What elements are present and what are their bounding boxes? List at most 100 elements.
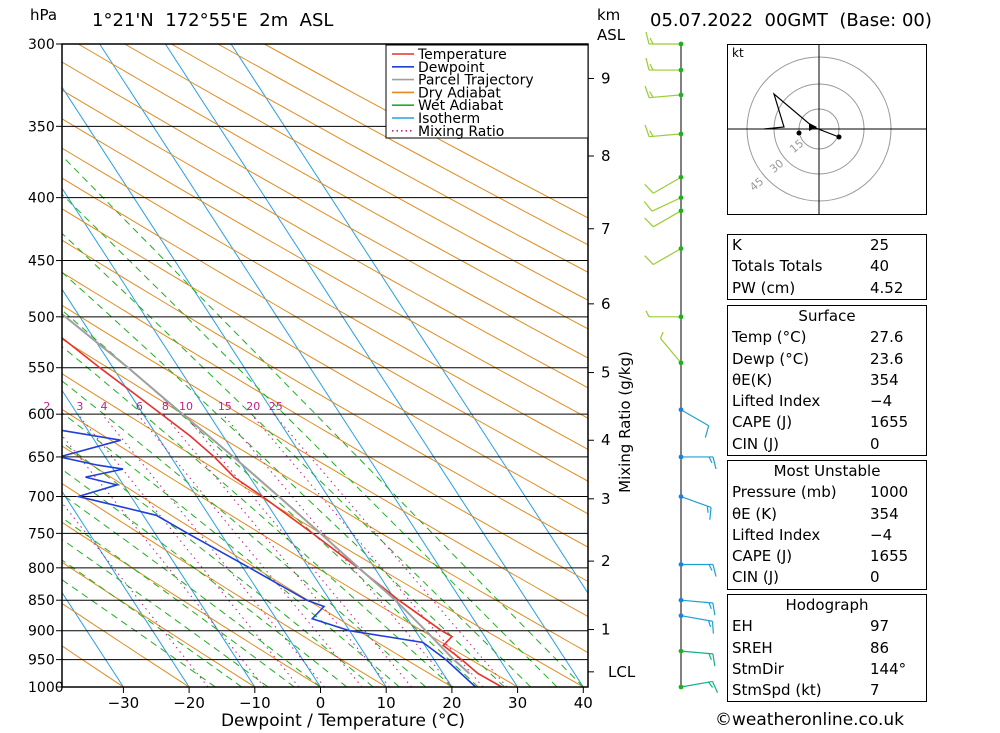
y-tick-label: 400 (28, 191, 55, 207)
dry-adiabat-line (62, 561, 256, 687)
wind-barb-feather (645, 310, 650, 318)
wind-barb-feather (708, 564, 713, 571)
index-value: 25 (870, 236, 890, 254)
wind-barb-dot (678, 494, 684, 499)
wind-barb-feather (644, 85, 650, 98)
km-tick-label: 6 (601, 295, 611, 313)
wind-barb (678, 407, 710, 438)
most-unstable-row: θE (K) 354 (728, 504, 926, 525)
most-unstable-label: Lifted Index (732, 525, 821, 544)
wind-barb-shaft (652, 248, 682, 266)
wind-barb-dot (678, 314, 684, 320)
surface-row: θE(K) 354 (728, 370, 926, 391)
surface-label: θE(K) (732, 370, 773, 389)
wind-barb-feather (644, 217, 654, 228)
most-unstable-label: Pressure (mb) (732, 483, 837, 502)
wind-barb-feather (649, 37, 654, 45)
surface-label: Temp (°C) (732, 328, 807, 347)
wind-barb (644, 85, 684, 99)
km-tick-label: 1 (601, 621, 611, 639)
hodograph-ring-label: 15 (787, 137, 806, 156)
surface-label: CAPE (J) (732, 413, 793, 432)
hodograph-panel: 15 30 45 kt (727, 44, 927, 215)
datetime-title: 05.07.2022 00GMT (Base: 00) (650, 10, 932, 31)
most-unstable-value: −4 (870, 525, 893, 544)
wind-barb-feather (712, 602, 716, 616)
hodograph-table-row: EH 97 (728, 616, 926, 637)
x-tick-label: 40 (574, 694, 593, 712)
km-tick-label: 5 (601, 364, 611, 382)
wind-barb-feather (708, 653, 712, 661)
most-unstable-label: CIN (J) (732, 568, 780, 587)
wind-barb-shaft (651, 197, 682, 212)
surface-value: −4 (870, 392, 893, 411)
surface-label: Dewp (°C) (732, 349, 810, 368)
mixing-ratio-line (250, 413, 484, 687)
wet-adiabat-line (62, 345, 453, 687)
wind-barb-shaft (659, 337, 682, 364)
wind-barb (645, 310, 684, 320)
mixing-ratio-line (222, 413, 454, 687)
wind-barb-dot (678, 407, 684, 413)
hodograph-table-value: 97 (870, 617, 890, 636)
hodograph-table-value: 144° (870, 659, 907, 678)
wind-barb-feather (649, 63, 654, 71)
x-tick-label: −20 (173, 694, 205, 712)
most-unstable-value: 0 (870, 568, 880, 587)
y2-axis-label: Mixing Ratio (g/kg) (616, 351, 634, 493)
storm-motion-arrow (809, 123, 817, 131)
hodograph-table-label: SREH (732, 638, 773, 657)
indices-table: K 25 Totals Totals 40 PW (cm) 4.52 (727, 234, 927, 300)
wind-barb (659, 331, 684, 366)
wind-barb-dot (678, 613, 684, 619)
wet-adiabat-line (62, 193, 558, 687)
x-tick-label: 20 (442, 694, 461, 712)
wind-barb-feather (645, 31, 650, 45)
index-row: Totals Totals 40 (728, 256, 926, 277)
y-tick-label: 600 (28, 407, 55, 423)
wind-barb-feather (708, 681, 714, 688)
wind-barb-feather (645, 57, 650, 71)
x-axis-label: Dewpoint / Temperature (°C) (221, 711, 465, 731)
km-tick-label: 3 (601, 490, 611, 508)
x-tick-label: 30 (508, 694, 527, 712)
legend-label: Parcel Trajectory (418, 73, 534, 89)
wind-barb-feather (708, 456, 713, 464)
wind-barb (644, 124, 684, 138)
hodograph-table-row: SREH 86 (728, 638, 926, 659)
wind-barb (678, 597, 716, 616)
wind-barb (645, 31, 684, 47)
wind-barb-dot (678, 360, 684, 366)
km-tick-label: 8 (601, 147, 611, 165)
wind-barb (678, 562, 717, 577)
y-tick-label: 900 (28, 624, 55, 640)
dry-adiabat-line (62, 147, 588, 451)
wet-adiabat-line (62, 493, 321, 687)
wind-barb-feather (708, 602, 712, 610)
hodograph-table-value: 7 (870, 681, 880, 700)
mixing-ratio-label: 8 (162, 400, 169, 413)
index-value: 40 (870, 257, 890, 276)
mixing-ratio-line (101, 413, 325, 687)
y-tick-label: 350 (28, 119, 55, 135)
wind-barb-feather (643, 201, 653, 212)
hodograph-table-title: Hodograph (785, 596, 869, 614)
index-row: PW (cm) 4.52 (728, 278, 926, 299)
surface-table: Surface Temp (°C) 27.6 Dewp (°C) 23.6 θE(K) 35… (727, 305, 927, 457)
dry-adiabat-line (124, 44, 588, 301)
hodograph-table-label: EH (732, 617, 753, 636)
wind-barb-dot (678, 67, 684, 73)
surface-label: CIN (J) (732, 434, 780, 453)
hodograph-ring-label: 30 (767, 157, 786, 176)
index-label: PW (cm) (732, 278, 796, 297)
mixing-ratio-line (137, 413, 363, 687)
surface-value: 23.6 (870, 349, 904, 368)
wind-barb (644, 208, 684, 228)
wet-adiabat-line (62, 309, 479, 687)
legend-label: Temperature (417, 47, 507, 63)
wind-barb (645, 57, 684, 73)
y-tick-label: 700 (28, 490, 55, 506)
temperature-line (62, 336, 503, 687)
surface-title: Surface (798, 307, 856, 325)
